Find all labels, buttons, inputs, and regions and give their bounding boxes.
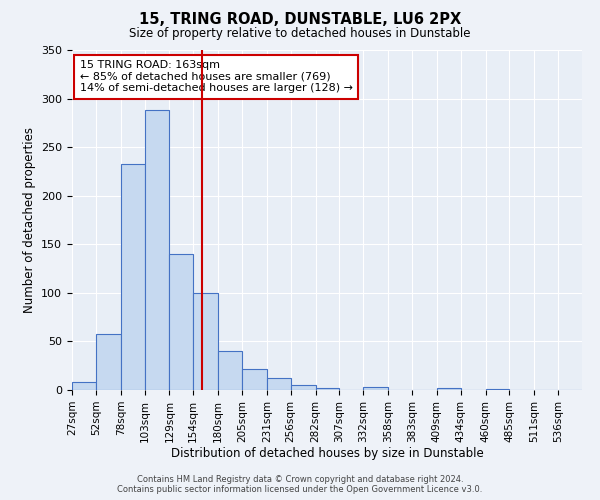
Text: 15, TRING ROAD, DUNSTABLE, LU6 2PX: 15, TRING ROAD, DUNSTABLE, LU6 2PX: [139, 12, 461, 28]
Bar: [169, 254, 193, 390]
X-axis label: Distribution of detached houses by size in Dunstable: Distribution of detached houses by size …: [170, 448, 484, 460]
Text: Contains HM Land Registry data © Crown copyright and database right 2024.
Contai: Contains HM Land Registry data © Crown c…: [118, 474, 482, 494]
Bar: [267, 378, 291, 390]
Text: 15 TRING ROAD: 163sqm
← 85% of detached houses are smaller (769)
14% of semi-det: 15 TRING ROAD: 163sqm ← 85% of detached …: [80, 60, 353, 94]
Bar: [72, 382, 96, 390]
Bar: [242, 368, 267, 390]
Bar: [96, 334, 121, 390]
Bar: [145, 110, 169, 390]
Bar: [193, 293, 218, 390]
Bar: [363, 387, 388, 390]
Bar: [121, 164, 145, 390]
Bar: [437, 388, 461, 390]
Bar: [485, 389, 509, 390]
Bar: [316, 388, 340, 390]
Text: Size of property relative to detached houses in Dunstable: Size of property relative to detached ho…: [129, 28, 471, 40]
Y-axis label: Number of detached properties: Number of detached properties: [23, 127, 35, 313]
Bar: [291, 385, 316, 390]
Bar: [218, 351, 242, 390]
